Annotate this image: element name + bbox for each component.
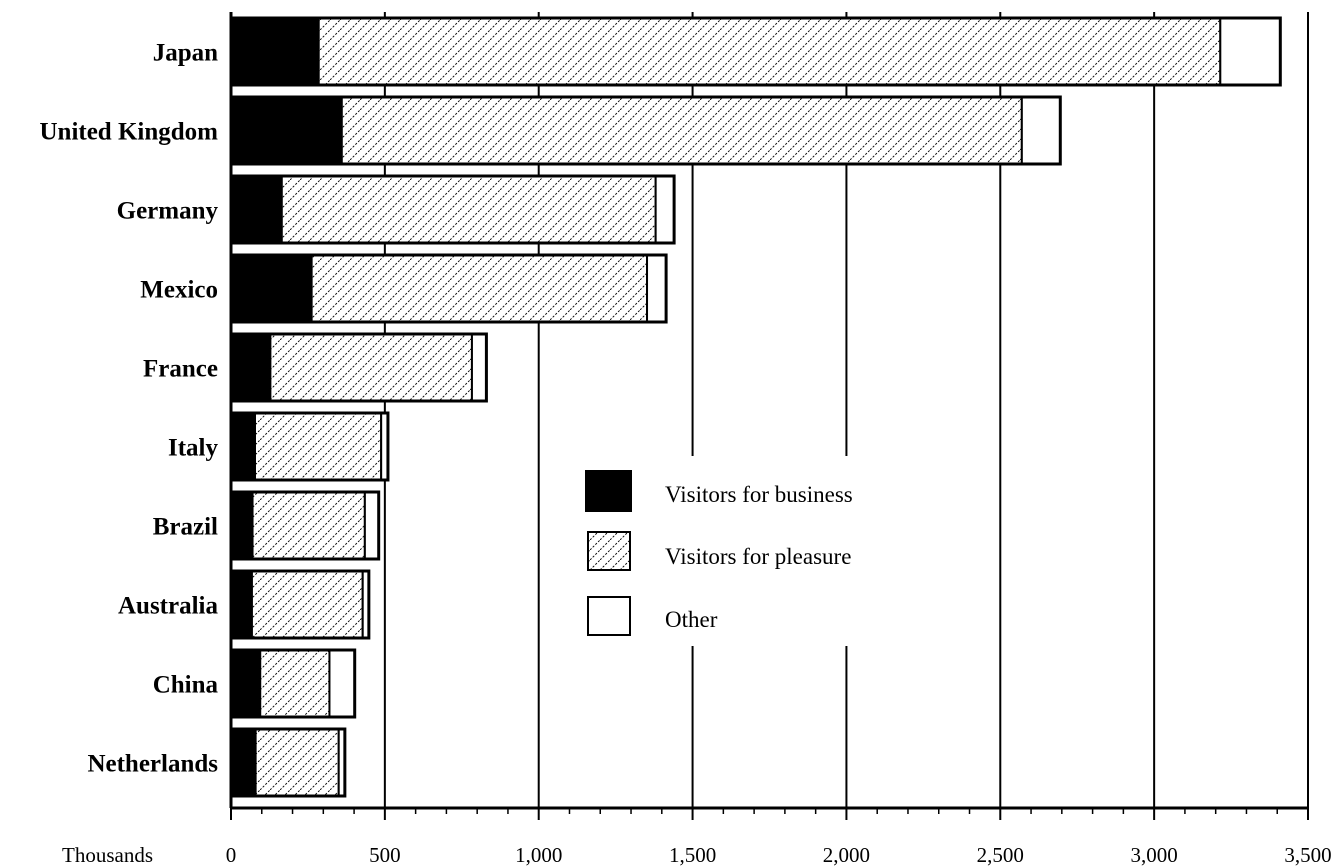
legend-label-pleasure: Visitors for pleasure: [665, 544, 851, 569]
legend-label-business: Visitors for business: [665, 482, 853, 507]
bar-other: [1020, 96, 1062, 165]
bar-pleasure: [259, 649, 331, 718]
x-tick-label: 1,500: [669, 843, 716, 867]
bar-other: [470, 333, 488, 402]
category-label: Japan: [153, 40, 218, 67]
x-ticks: 0 500 1,000 1,500 2,000 2,500 3,000 3,500: [226, 808, 1332, 867]
bar-other: [654, 175, 676, 244]
bar-business: [230, 175, 283, 244]
bar-other: [363, 491, 380, 560]
bar-business: [230, 333, 272, 402]
bar-pleasure: [254, 728, 340, 797]
legend-swatch-other: [587, 596, 631, 636]
category-labels: Japan United Kingdom Germany Mexico France It…: [39, 40, 218, 778]
bar-pleasure: [254, 412, 383, 481]
legend-swatch-business: [585, 470, 632, 512]
bar-business: [230, 96, 343, 165]
x-tick-label: 2,500: [977, 843, 1024, 867]
bar-other: [646, 254, 668, 323]
bar-pleasure: [251, 491, 366, 560]
bar-business: [230, 728, 257, 797]
x-axis: [229, 12, 1308, 810]
category-label: Netherlands: [87, 751, 218, 778]
bar-business: [230, 491, 254, 560]
category-label: France: [143, 356, 218, 383]
bar-business: [230, 254, 313, 323]
legend-swatch-pleasure: [587, 531, 631, 571]
category-label: Australia: [118, 593, 219, 620]
x-tick-label: 0: [226, 843, 237, 867]
bar-other: [328, 649, 356, 718]
bar-other: [1219, 17, 1282, 86]
bar-pleasure: [280, 175, 657, 244]
legend-label-other: Other: [665, 607, 718, 632]
bar-pleasure: [340, 96, 1023, 165]
x-tick-label: 1,000: [515, 843, 562, 867]
bar-pleasure: [310, 254, 649, 323]
category-label: Germany: [117, 198, 219, 225]
bar-business: [230, 412, 257, 481]
x-tick-label: 2,000: [823, 843, 870, 867]
category-label: Italy: [168, 435, 219, 462]
legend: Visitors for business Visitors for pleas…: [585, 470, 853, 636]
category-label: Mexico: [140, 277, 218, 304]
bar-pleasure: [269, 333, 473, 402]
x-tick-label: 3,000: [1131, 843, 1178, 867]
x-tick-label: 500: [369, 843, 401, 867]
bar-business: [230, 649, 262, 718]
bars: [229, 16, 1282, 798]
bar-pleasure: [250, 570, 364, 639]
category-label: United Kingdom: [39, 119, 218, 146]
bar-business: [230, 570, 253, 639]
x-axis-unit-label: Thousands: [62, 843, 153, 867]
bar-business: [230, 17, 320, 86]
category-label: Brazil: [153, 514, 218, 541]
category-label: China: [153, 672, 219, 699]
x-tick-label: 3,500: [1284, 843, 1331, 867]
bar-pleasure: [317, 17, 1222, 86]
